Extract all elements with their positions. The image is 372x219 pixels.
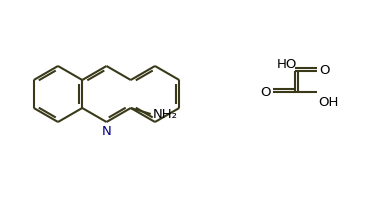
Text: O: O (260, 85, 271, 99)
Text: N: N (102, 125, 111, 138)
Text: O: O (319, 65, 330, 78)
Text: NH₂: NH₂ (153, 108, 178, 120)
Text: OH: OH (318, 95, 339, 108)
Text: HO: HO (277, 58, 297, 71)
